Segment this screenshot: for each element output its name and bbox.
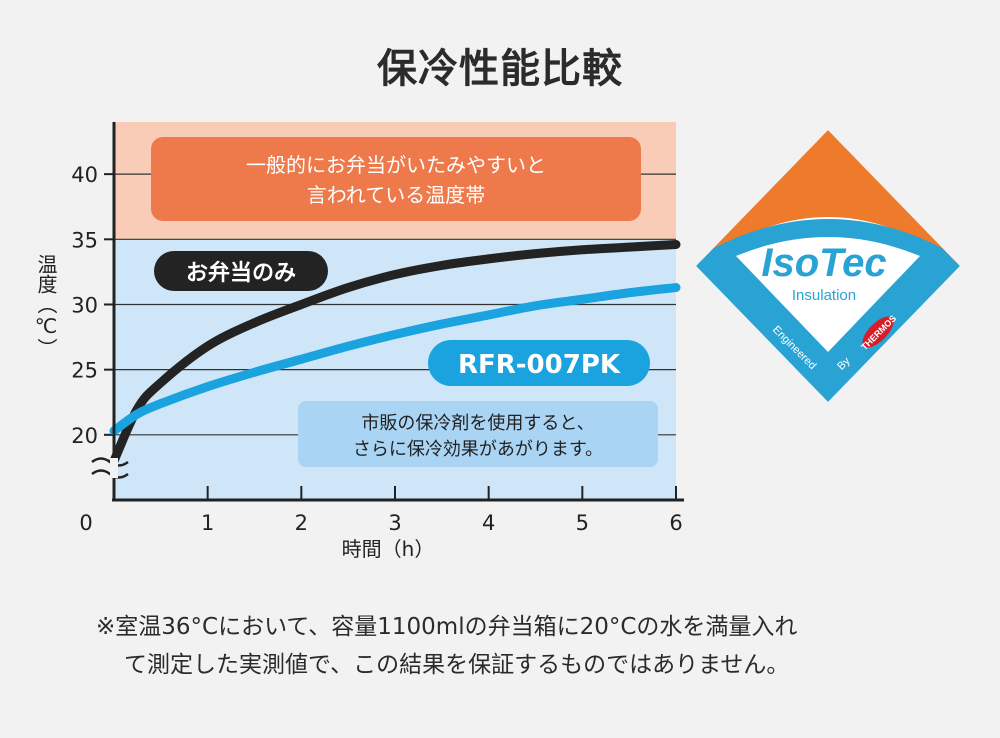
y-tick-label: 20 [71,424,98,448]
series-label-1: お弁当のみ [186,260,296,286]
series-lines [109,240,681,466]
danger-zone-label-box [151,137,641,221]
annotation-box [298,401,658,467]
y-tick-label: 35 [71,228,98,252]
annotation-line: 市販の保冷剤を使用すると、 [361,413,594,434]
y-tick-label: 25 [71,359,98,383]
footnote-line-1: ※室温36°Cにおいて、容量1100mlの弁当箱に20°Cの水を満量入れ [96,614,798,640]
danger-zone-label-line: 一般的にお弁当がいたみやすいと [246,153,546,177]
series-label-pill-2 [428,340,650,386]
y-tick-label: 40 [71,163,98,187]
isotec-logo: IsoTec Insulation Engineered By THERMOS [696,130,960,402]
y-axis-title: 温度（℃） [34,254,58,358]
x-tick-label: 4 [482,511,495,535]
footnote: ※室温36°Cにおいて、容量1100mlの弁当箱に20°Cの水を満量入れ て測定… [96,608,956,684]
x-tick-label: 2 [295,511,308,535]
footnote-line-2: て測定した実測値で、この結果を保証するものではありません。 [124,652,790,678]
chart-labels: 20 25 30 35 40 0 1 2 3 4 5 6 一般的にお弁当がいたみやすいと言われている温度… [34,137,683,561]
chart: 20 25 30 35 40 0 1 2 3 4 5 6 一般的にお弁当がいたみやすいと言われている温度… [34,122,684,561]
page-title: 保冷性能比較 [377,46,623,92]
axis-break-gap [110,458,118,478]
series-label-pill-1 [154,251,328,291]
logo-sub: Insulation [792,287,856,304]
x-tick-label: 6 [669,511,682,535]
series-line-1 [109,240,681,466]
y-tick-label: 30 [71,293,98,317]
x-tick-label: 5 [576,511,589,535]
series-line-2 [109,283,681,436]
axes [91,122,684,502]
series-label-2: RFR-007PK [458,350,621,380]
logo-brand: IsoTec [761,241,886,285]
x-tick-label: 0 [79,511,92,535]
x-axis-title: 時間（h） [342,537,435,561]
x-tick-label: 3 [388,511,401,535]
danger-zone-label-line: 言われている温度帯 [307,183,485,207]
x-tick-label: 1 [201,511,214,535]
annotation-line: さらに保冷効果があがります。 [353,439,603,460]
